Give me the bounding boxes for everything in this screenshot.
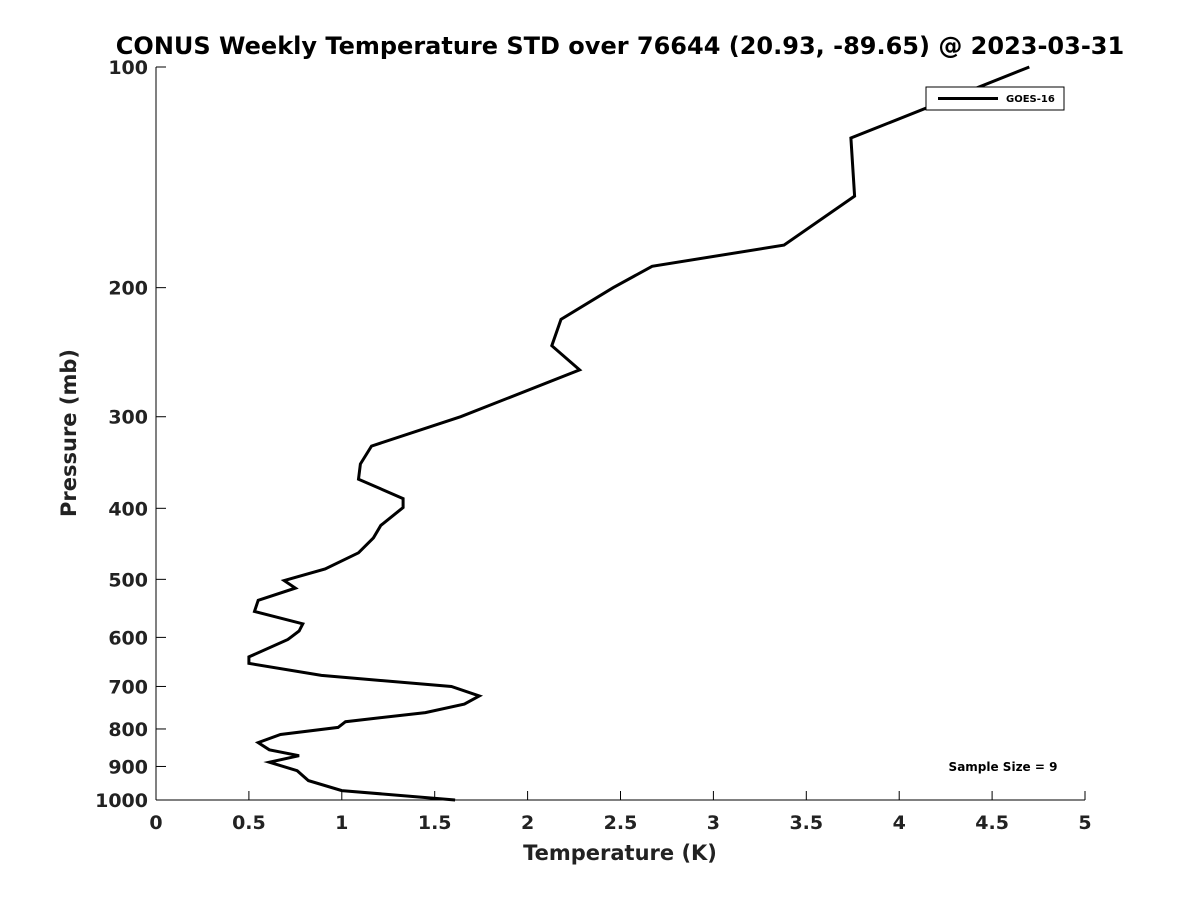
y-tick-label: 100	[108, 57, 148, 79]
x-tick-label: 0	[149, 812, 162, 834]
series-line-goes-16	[247, 65, 1030, 802]
y-tick-label: 900	[108, 756, 148, 778]
x-tick-label: 3	[707, 812, 720, 834]
y-axis-ticks: 100 200 300 400 500 600 700 800 900 1000	[95, 57, 166, 812]
x-tick-label: 1	[335, 812, 348, 834]
y-axis-label: Pressure (mb)	[57, 349, 81, 517]
x-tick-label: 2	[521, 812, 534, 834]
legend-label-goes-16: GOES-16	[1006, 94, 1055, 105]
y-tick-label: 800	[108, 719, 148, 741]
y-tick-label: 200	[108, 278, 148, 300]
y-tick-label: 1000	[95, 790, 148, 812]
y-tick-label: 400	[108, 498, 148, 520]
x-tick-label: 4	[893, 812, 906, 834]
x-tick-label: 5	[1078, 812, 1091, 834]
y-tick-label: 500	[108, 569, 148, 591]
series-layer	[247, 65, 1030, 802]
x-axis-ticks: 0 0.5 1 1.5 2 2.5 3 3.5 4 4.5 5	[149, 791, 1092, 834]
y-tick-label: 700	[108, 676, 148, 698]
x-tick-label: 2.5	[604, 812, 638, 834]
y-tick-label: 600	[108, 627, 148, 649]
chart-title: CONUS Weekly Temperature STD over 76644 …	[116, 32, 1124, 60]
x-tick-label: 3.5	[789, 812, 823, 834]
plot-area	[156, 67, 1085, 800]
x-tick-label: 0.5	[232, 812, 266, 834]
y-tick-label: 300	[108, 407, 148, 429]
x-axis-label: Temperature (K)	[523, 841, 717, 865]
legend: GOES-16	[925, 86, 1065, 111]
sample-size-annotation: Sample Size = 9	[949, 760, 1058, 774]
x-tick-label: 1.5	[418, 812, 452, 834]
x-tick-label: 4.5	[975, 812, 1009, 834]
